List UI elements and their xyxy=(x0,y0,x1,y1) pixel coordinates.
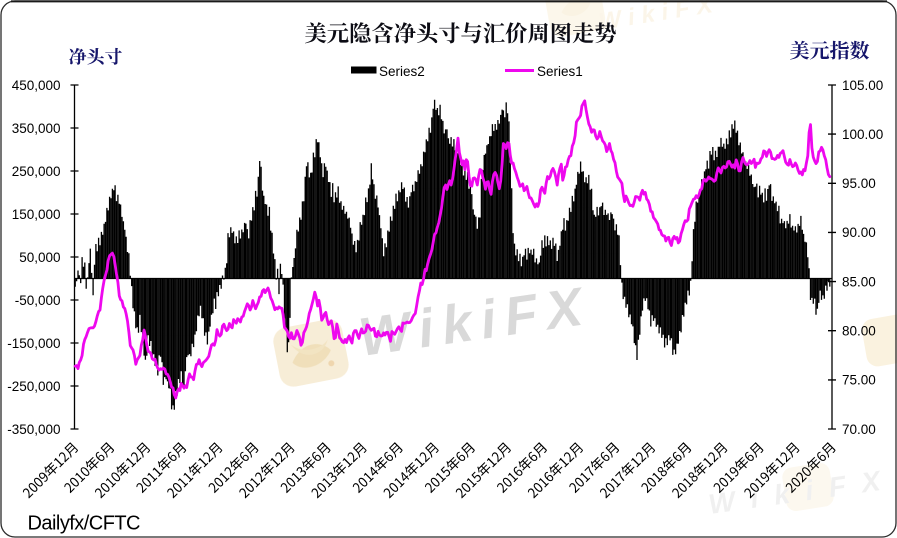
svg-text:-250,000: -250,000 xyxy=(7,379,60,394)
svg-text:70.00: 70.00 xyxy=(842,422,876,437)
svg-text:-50,000: -50,000 xyxy=(15,293,61,308)
svg-text:80.00: 80.00 xyxy=(842,324,876,339)
svg-text:85.00: 85.00 xyxy=(842,274,876,289)
svg-text:50,000: 50,000 xyxy=(19,250,60,265)
svg-text:105.00: 105.00 xyxy=(842,78,883,93)
svg-text:90.00: 90.00 xyxy=(842,225,876,240)
svg-text:-150,000: -150,000 xyxy=(7,336,60,351)
svg-text:Series1: Series1 xyxy=(537,64,583,79)
svg-text:75.00: 75.00 xyxy=(842,373,876,388)
svg-text:Series2: Series2 xyxy=(379,64,425,79)
svg-text:350,000: 350,000 xyxy=(12,121,61,136)
svg-text:250,000: 250,000 xyxy=(12,164,61,179)
svg-text:95.00: 95.00 xyxy=(842,176,876,191)
svg-text:150,000: 150,000 xyxy=(12,207,61,222)
svg-text:450,000: 450,000 xyxy=(12,78,61,93)
svg-text:100.00: 100.00 xyxy=(842,127,883,142)
svg-text:-350,000: -350,000 xyxy=(7,422,60,437)
svg-text:Dailyfx/CFTC: Dailyfx/CFTC xyxy=(28,513,141,535)
